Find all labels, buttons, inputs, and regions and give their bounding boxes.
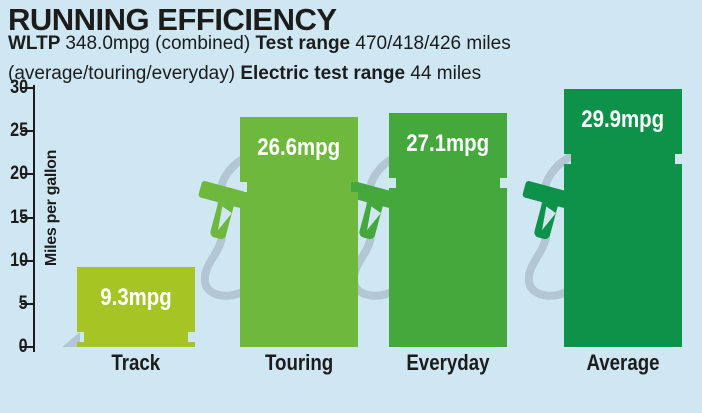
subtitle-segment: 470/418/426 miles <box>355 33 511 54</box>
chart-title: RUNNING EFFICIENCY <box>8 2 337 37</box>
subtitle-segment: (average/touring/everyday) <box>8 63 241 84</box>
y-tick-label: 20 <box>10 163 28 185</box>
y-tick <box>21 87 34 89</box>
y-axis-line <box>33 85 35 352</box>
category-label-track: Track <box>111 350 161 375</box>
y-tick-label: 10 <box>10 249 28 271</box>
bar-value-label: 29.9mpg <box>581 106 665 133</box>
category-label-everyday: Everyday <box>406 350 490 375</box>
y-tick <box>21 259 34 262</box>
subtitle-segment: 44 miles <box>410 63 482 84</box>
fuel-pump-nozzle-icon <box>341 140 403 310</box>
subtitle-segment: Electric test range <box>240 63 411 84</box>
y-tick <box>21 346 34 348</box>
y-tick-label: 15 <box>10 206 28 228</box>
y-axis-title-text: Miles per gallon <box>43 149 60 267</box>
category-label-average: Average <box>586 350 660 375</box>
bar-value-label: 27.1mpg <box>406 130 490 157</box>
bar-value-label: 26.6mpg <box>257 134 341 161</box>
bar-value-label: 9.3mpg <box>100 284 172 311</box>
bar-track: 9.3mpg <box>77 267 195 347</box>
y-tick-label: 0 <box>19 336 28 357</box>
y-tick <box>21 302 34 305</box>
hose-end-icon <box>62 332 80 347</box>
bar-everyday: 27.1mpg <box>389 113 507 347</box>
subtitle-segment: 348.0mpg (combined) <box>65 33 256 54</box>
fuel-pump-nozzle-icon <box>192 140 254 310</box>
y-tick <box>21 216 34 219</box>
y-tick <box>21 130 34 133</box>
y-tick-label: 30 <box>10 77 28 98</box>
category-label-touring: Touring <box>264 350 334 375</box>
subtitle-segment: Test range <box>255 33 356 54</box>
bar-touring: 26.6mpg <box>240 117 358 347</box>
y-tick-label: 25 <box>10 120 28 142</box>
chart-subtitle: WLTP 348.0mpg (combined) Test range 470/… <box>8 29 511 89</box>
y-tick-label: 5 <box>19 292 28 314</box>
y-tick <box>21 173 34 176</box>
bar-average: 29.9mpg <box>564 89 682 347</box>
fuel-pump-nozzle-icon <box>516 140 578 310</box>
subtitle-segment: WLTP <box>8 33 66 54</box>
